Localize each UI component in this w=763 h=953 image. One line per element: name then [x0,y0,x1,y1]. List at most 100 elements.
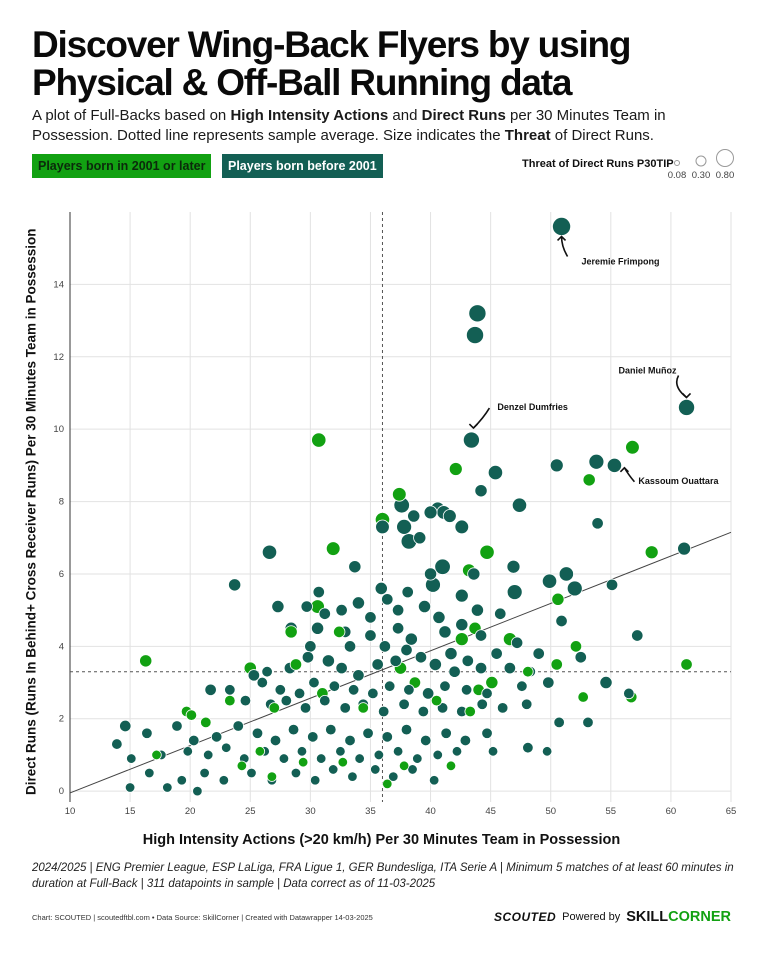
data-point-young [357,702,369,714]
data-point-older [256,676,268,689]
data-point-older [304,640,317,653]
data-point-older [328,680,341,692]
data-point-older [232,720,244,732]
data-point-older [582,716,594,729]
legend-young-players: Players born in 2001 or later [32,154,212,178]
data-point-older [466,326,485,345]
data-point-older [111,738,123,750]
annotation-arrow [675,375,688,399]
data-point-older [339,702,351,714]
subtitle-text-1: A plot of Full-Backs based on [32,107,231,124]
data-point-young [139,654,153,668]
data-point-older [319,694,331,707]
data-point-older [287,723,300,736]
data-point-older [487,746,499,757]
x-tick-label: 60 [666,806,677,817]
data-point-young [550,658,563,671]
data-point-young [289,658,303,671]
data-point-older [454,519,470,535]
data-point-older [176,775,187,786]
data-point-young [333,625,346,639]
data-point-young [680,658,693,671]
data-point-older [335,661,348,675]
size-legend-value-large: 0.80 [716,170,735,181]
data-point-older [328,764,339,775]
data-point-young [430,694,443,707]
x-tick-label: 35 [365,806,376,817]
data-point-older [428,775,440,786]
data-point-older [126,753,137,764]
data-point-older [335,746,346,757]
data-point-older [423,505,438,520]
data-point-older [392,746,404,757]
x-tick-label: 20 [185,806,196,817]
data-point-older [308,676,320,689]
data-point-older [396,518,413,535]
data-point-older [367,687,379,700]
data-point-young [644,545,659,560]
data-point-older [459,734,472,747]
x-tick-label: 55 [606,806,617,817]
footnote: 2024/2025 | ENG Premier League, ESP LaLi… [32,862,734,890]
data-point-older [542,676,555,689]
subtitle-text-3: per 30 Minutes Team in Possession. Dotte… [32,107,666,144]
chart-subtitle: A plot of Full-Backs based on High Inten… [32,106,747,146]
data-point-older [496,702,509,714]
data-point-older [476,698,488,710]
data-point-older [510,636,524,649]
data-point-young [337,756,349,768]
size-legend-value-medium: 0.30 [692,170,711,181]
data-point-older [278,753,290,764]
brand-logos: SCOUTED Powered by SKILLCORNER [494,908,731,926]
annotation-arrow [560,236,569,257]
data-point-older [352,669,365,682]
data-point-young [325,541,341,556]
data-point-older [448,665,461,678]
data-point-young [224,694,236,707]
data-point-older [432,610,446,624]
data-point-older [293,687,306,700]
subtitle-text-2: and [388,107,422,124]
data-point-young [445,760,457,771]
data-point-older [299,702,312,714]
annotation-label: Jeremie Frimpong [582,256,660,266]
data-point-older [439,680,451,692]
data-point-older [574,651,587,664]
size-legend-small-circle [674,160,680,166]
data-point-older [389,654,402,667]
data-point-older [460,684,473,696]
data-point-older [221,742,232,753]
data-point-older [503,661,517,675]
data-point-young [582,473,596,487]
data-point-older [442,509,457,523]
data-point-older [300,600,313,613]
data-point-older [290,767,302,779]
data-point-older [404,632,418,646]
data-point-older [210,731,223,743]
powered-by-text: Powered by [562,911,621,923]
annotation-arrowhead [619,466,629,473]
data-point-older [631,629,644,642]
data-point-older [391,604,405,617]
data-point-older [591,517,604,530]
data-point-older [474,629,488,642]
data-point-older [553,716,565,729]
data-point-older [182,746,193,757]
size-legend-medium-circle [695,155,707,167]
data-point-older [239,694,252,707]
data-point-older [401,585,414,599]
data-point-older [398,698,410,710]
x-axis-label: High Intensity Actions (>20 km/h) Per 30… [142,832,621,848]
data-point-young [464,705,476,718]
data-point-older [141,727,153,739]
data-point-older [321,654,335,668]
data-point-young [569,640,583,653]
data-point-young [448,462,463,476]
data-point-older [381,731,393,743]
data-point-older [468,304,487,323]
data-point-older [481,727,493,739]
data-point-older [462,431,480,449]
data-point-older [506,559,521,574]
y-tick-label: 4 [59,641,64,652]
scouted-logo: SCOUTED [494,910,557,924]
